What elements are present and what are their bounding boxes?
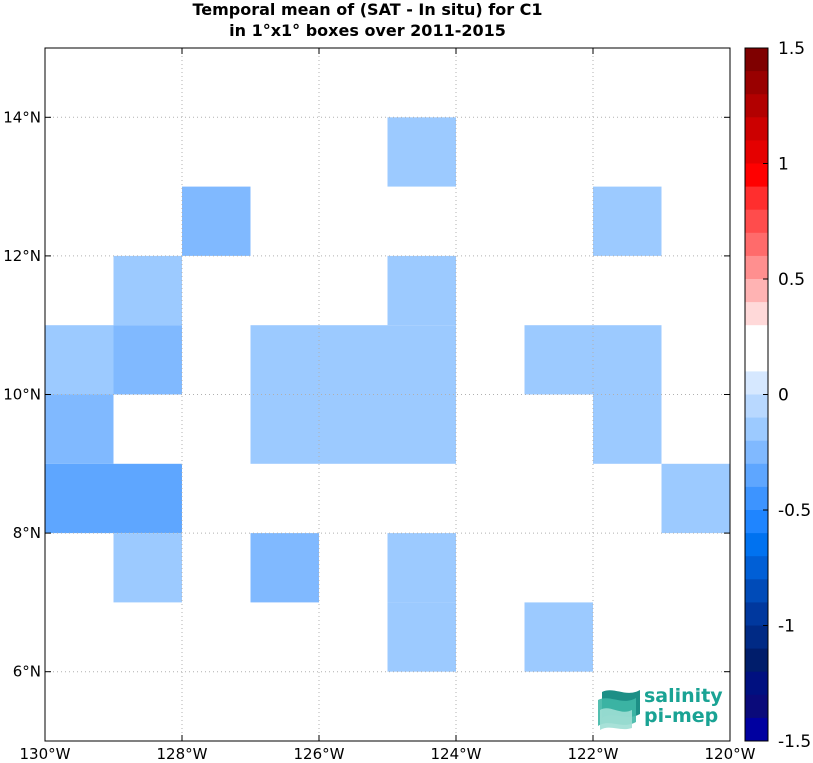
heatmap-cell — [593, 186, 662, 256]
heatmap-cell — [387, 394, 456, 464]
colorbar-bin — [745, 117, 768, 141]
colorbar-bin — [745, 325, 768, 349]
colorbar-tick-label: 1 — [778, 155, 789, 175]
heatmap-cell — [387, 255, 456, 326]
heatmap-cell — [319, 325, 388, 395]
heatmap-cell — [661, 671, 730, 741]
colorbar-bin — [745, 71, 768, 95]
colorbar-bin — [745, 510, 768, 534]
colorbar-bin — [745, 717, 768, 742]
heatmap-cell — [182, 186, 251, 256]
colorbar-bin — [745, 232, 768, 257]
colorbar-bin — [745, 255, 768, 280]
colorbar-bin — [745, 48, 768, 72]
colorbar-bin — [745, 371, 768, 395]
wave-logo-icon — [598, 690, 640, 730]
heatmap-cell — [661, 463, 730, 534]
heatmap-cell — [524, 602, 593, 672]
colorbar-tick-label: 0.5 — [778, 270, 805, 290]
colorbar-bin — [745, 417, 768, 442]
colorbar-bin — [745, 186, 768, 211]
y-tick-label: 6°N — [13, 663, 41, 681]
heatmap-cell — [113, 255, 182, 326]
colorbar-tick-label: -1 — [778, 617, 795, 637]
chart-title-line-2: in 1°x1° boxes over 2011-2015 — [229, 21, 506, 40]
colorbar-bin — [745, 94, 768, 118]
heatmap-cell — [45, 325, 114, 395]
heatmap-cell — [113, 533, 182, 603]
colorbar-bin — [745, 648, 768, 673]
colorbar-bin — [745, 671, 768, 696]
logo-text-line-1: salinity — [644, 685, 723, 707]
heatmap-cell — [113, 463, 182, 534]
heatmap-cell — [45, 394, 114, 464]
salinity-pi-mep-logo: salinity pi-mep — [596, 684, 736, 732]
colorbar-tick-label: 1.5 — [778, 39, 805, 59]
x-tick-label: 120°W — [705, 745, 756, 763]
heatmap-cell — [524, 186, 593, 256]
y-tick-label: 8°N — [13, 524, 41, 542]
colorbar-bin — [745, 463, 768, 488]
colorbar-bin — [745, 440, 768, 465]
heatmap-cell — [387, 533, 456, 603]
heatmap-cell — [387, 325, 456, 395]
colorbar-bin — [745, 556, 768, 580]
colorbar-tick-label: -1.5 — [778, 732, 811, 752]
colorbar-bin — [745, 602, 768, 626]
colorbar: 1.5 1 0.5 0 -0.5 -1 -1.5 — [744, 39, 811, 752]
x-tick-label: 122°W — [568, 745, 619, 763]
heatmap-cell — [319, 394, 388, 464]
x-tick-label: 124°W — [431, 745, 482, 763]
colorbar-bin — [745, 302, 768, 326]
colorbar-tick-label: 0 — [778, 386, 789, 406]
y-tick-label: 14°N — [3, 108, 41, 126]
heatmap-cell — [182, 602, 251, 672]
heatmap-cell — [524, 325, 593, 395]
x-tick-label: 130°W — [20, 745, 71, 763]
colorbar-bin — [745, 694, 768, 719]
y-tick-label: 10°N — [3, 386, 41, 404]
ticks-layer: 130°W 128°W 126°W 124°W 122°W 120°W 6°N 8°N 10°N… — [3, 48, 756, 763]
heatmap-cell — [45, 463, 114, 534]
colorbar-bin — [745, 209, 768, 234]
heatmap-cell — [387, 117, 456, 187]
y-tick-label: 12°N — [3, 247, 41, 265]
x-tick-label: 126°W — [294, 745, 345, 763]
colorbar-bin — [745, 625, 768, 650]
heatmap-cell — [387, 602, 456, 672]
heatmap-cell — [250, 533, 319, 603]
heatmap-cell — [319, 602, 388, 672]
colorbar-tick-label: -0.5 — [778, 501, 811, 521]
chart-title-line-1: Temporal mean of (SAT - In situ) for C1 — [192, 0, 543, 19]
x-tick-label: 128°W — [157, 745, 208, 763]
cells-layer — [45, 117, 730, 741]
colorbar-bin — [745, 533, 768, 557]
heatmap-cell — [113, 325, 182, 395]
colorbar-bin — [745, 486, 768, 511]
colorbar-bin — [745, 348, 768, 372]
colorbar-bin — [745, 279, 768, 303]
colorbar-bin — [745, 579, 768, 603]
heatmap-cell — [250, 117, 319, 187]
heatmap-cell — [250, 325, 319, 395]
heatmap-cell — [593, 325, 662, 395]
colorbar-bin — [745, 140, 768, 164]
heatmap-cell — [593, 394, 662, 464]
logo-text-line-2: pi-mep — [644, 705, 719, 727]
colorbar-bin — [745, 394, 768, 419]
colorbar-bin — [745, 163, 768, 188]
heatmap-cell — [250, 394, 319, 464]
